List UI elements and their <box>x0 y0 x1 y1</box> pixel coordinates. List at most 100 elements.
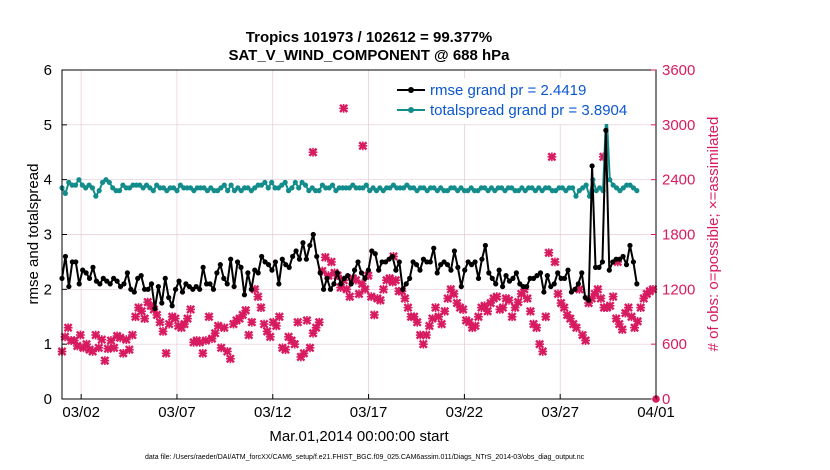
obs-point <box>550 257 560 267</box>
rmse-point <box>207 281 213 287</box>
rmse-point <box>579 270 585 276</box>
rmse-point <box>403 281 409 287</box>
rmse-point <box>279 256 285 262</box>
obs-point <box>470 321 480 331</box>
obs-point <box>504 295 514 305</box>
obs-point <box>605 301 615 311</box>
obs-point <box>547 152 557 162</box>
spread-point <box>262 179 268 186</box>
obs-point <box>369 310 379 320</box>
rmse-series <box>59 127 640 312</box>
rmse-point <box>296 256 303 262</box>
rmse-point <box>166 294 172 301</box>
obs-point <box>241 305 251 315</box>
rmse-point <box>496 267 502 273</box>
obs-point <box>161 348 171 358</box>
rmse-point <box>228 256 234 262</box>
rmse-point <box>324 275 330 281</box>
rmse-point <box>76 281 82 287</box>
obs-point <box>636 303 646 313</box>
rmse-point <box>245 270 251 276</box>
rmse-point <box>303 256 309 262</box>
chart-subtitle: SAT_V_WIND_COMPONENT @ 688 hPa <box>228 47 510 64</box>
rmse-point <box>493 281 499 287</box>
rmse-point <box>586 297 592 303</box>
rmse-point <box>300 240 306 246</box>
rmse-point <box>362 275 368 281</box>
rmse-point <box>596 264 602 270</box>
spread-point <box>76 177 82 183</box>
spread-point <box>329 182 336 188</box>
obs-point <box>513 297 523 307</box>
obs-point <box>225 354 235 364</box>
obs-point <box>216 343 226 353</box>
rmse-point <box>393 267 399 273</box>
rmse-point <box>462 267 468 273</box>
obs-point <box>94 343 104 353</box>
rmse-point <box>248 286 254 292</box>
obs-point <box>314 317 324 327</box>
rmse-point <box>389 253 396 260</box>
rmse-point <box>623 262 630 268</box>
rmse-point <box>407 275 413 281</box>
rmse-point <box>413 262 420 268</box>
rmse-point <box>321 286 327 292</box>
rmse-point <box>221 275 227 281</box>
spread-point <box>316 188 322 194</box>
rmse-point <box>293 248 299 254</box>
rmse-point <box>200 264 206 270</box>
obs-point <box>152 310 162 320</box>
obs-point <box>553 289 563 299</box>
y2-tick-label: 600 <box>662 336 687 353</box>
obs-point <box>210 328 220 338</box>
rmse-point <box>290 253 296 260</box>
obs-point <box>391 275 401 285</box>
rmse-point <box>472 259 478 265</box>
obs-point <box>403 303 413 313</box>
rmse-point <box>234 259 241 265</box>
rmse-point <box>355 259 361 265</box>
spread-point <box>265 185 271 191</box>
rmse-point <box>603 127 609 133</box>
y2-tick-label: 1200 <box>662 281 695 298</box>
obs-point <box>170 314 180 324</box>
rmse-point <box>427 259 433 265</box>
spread-point <box>269 179 275 186</box>
y-axis-label: rmse and totalspread <box>25 164 42 305</box>
rmse-point <box>73 259 79 265</box>
spread-point <box>289 185 295 191</box>
y-tick-label: 0 <box>44 391 52 408</box>
obs-point <box>219 323 229 333</box>
rmse-point <box>396 259 402 265</box>
rmse-point <box>475 275 482 281</box>
obs-point <box>424 321 434 331</box>
rmse-point <box>400 286 406 292</box>
y2-tick-label: 3600 <box>662 62 695 79</box>
rmse-point <box>272 259 279 265</box>
x-axis-label: Mar.01,2014 00:00:00 start <box>269 428 449 445</box>
obs-point <box>571 323 581 333</box>
rmse-point <box>565 267 571 273</box>
rmse-point <box>317 270 323 276</box>
rmse-point <box>451 248 458 254</box>
obs-point <box>140 314 150 324</box>
obs-point <box>437 319 447 329</box>
x-tick-label: 03/27 <box>541 404 579 421</box>
chart-title: Tropics 101973 / 102612 = 99.377% <box>246 29 492 46</box>
rmse-point <box>510 275 516 281</box>
obs-point <box>137 306 147 316</box>
obs-point <box>290 339 300 349</box>
rmse-point <box>217 262 223 268</box>
rmse-point <box>214 270 220 276</box>
rmse-point <box>310 231 316 238</box>
rmse-point <box>169 303 175 309</box>
rmse-point <box>338 281 344 287</box>
obs-point <box>256 303 266 313</box>
rmse-point <box>331 281 337 287</box>
y-tick-label: 5 <box>44 117 52 134</box>
rmse-point <box>124 270 131 276</box>
obs-point <box>431 303 440 313</box>
y2-tick-label: 1800 <box>662 227 695 244</box>
rmse-point <box>479 256 485 262</box>
obs-point <box>544 248 554 258</box>
